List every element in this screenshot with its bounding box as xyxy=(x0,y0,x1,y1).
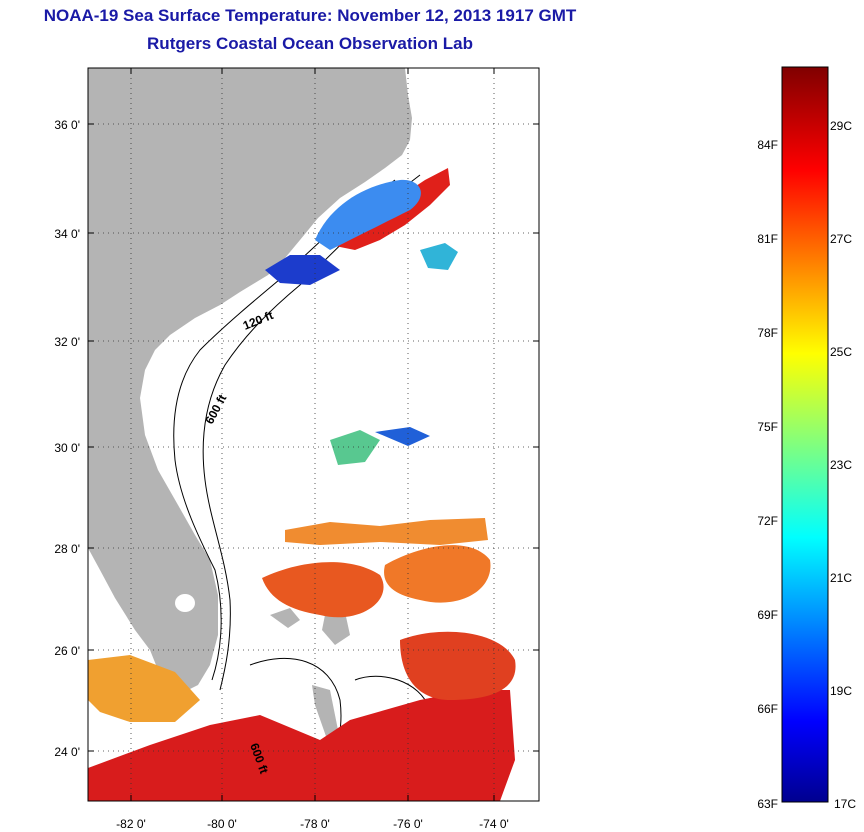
celsius-label: 17C xyxy=(834,797,856,811)
fahrenheit-label: 75F xyxy=(757,420,778,434)
celsius-label: 19C xyxy=(830,684,852,698)
fahrenheit-label: 72F xyxy=(757,514,778,528)
sst-patch xyxy=(315,179,421,250)
lat-tick-label: 32 0' xyxy=(54,335,80,349)
lon-tick-label: -80 0' xyxy=(207,817,237,831)
colorbar: 29C 27C 25C 23C 21C 19C 17C 84F 81F 78F … xyxy=(757,66,856,811)
contour-120ft xyxy=(173,179,396,681)
celsius-label: 25C xyxy=(830,345,852,359)
sst-patch xyxy=(88,655,200,722)
lon-tick-label: -78 0' xyxy=(300,817,330,831)
bahamas-island xyxy=(322,612,350,645)
lon-tick-label: -74 0' xyxy=(479,817,509,831)
celsius-label: 29C xyxy=(830,119,852,133)
lat-tick-label: 36 0' xyxy=(54,118,80,132)
lon-tick-label: -82 0' xyxy=(116,817,146,831)
lat-tick-label: 26 0' xyxy=(54,644,80,658)
celsius-label: 23C xyxy=(830,458,852,472)
sst-patch xyxy=(375,427,430,446)
sst-patch xyxy=(400,631,516,700)
celsius-label: 21C xyxy=(830,571,852,585)
lat-tick-label: 30 0' xyxy=(54,441,80,455)
fahrenheit-label: 63F xyxy=(757,797,778,811)
sst-patch xyxy=(285,518,488,545)
sst-patch xyxy=(330,430,380,465)
lon-axis: -82 0' -80 0' -78 0' -76 0' -74 0' xyxy=(116,817,509,831)
fahrenheit-label: 78F xyxy=(757,326,778,340)
lat-axis: 24 0' 26 0' 28 0' 30 0' 32 0' 34 0' 36 0… xyxy=(54,118,80,759)
map-title: NOAA-19 Sea Surface Temperature: Novembe… xyxy=(43,6,577,25)
fahrenheit-label: 69F xyxy=(757,608,778,622)
lat-tick-label: 28 0' xyxy=(54,542,80,556)
sst-patch xyxy=(420,243,458,270)
fahrenheit-label: 84F xyxy=(757,138,778,152)
sst-patch xyxy=(265,255,340,285)
map-grid xyxy=(88,68,539,801)
sst-map: 120 ft 600 ft 600 ft 24 0' 26 0' 28 0' 3… xyxy=(54,67,540,831)
contour-600ft xyxy=(202,174,421,691)
sst-patch xyxy=(384,545,491,603)
lat-tick-label: 24 0' xyxy=(54,745,80,759)
sst-patch xyxy=(262,562,384,618)
lat-tick-label: 34 0' xyxy=(54,227,80,241)
fahrenheit-label: 66F xyxy=(757,702,778,716)
celsius-labels: 29C 27C 25C 23C 21C 19C 17C xyxy=(830,119,856,811)
land-mass xyxy=(88,68,412,693)
lon-tick-label: -76 0' xyxy=(393,817,423,831)
fahrenheit-label: 81F xyxy=(757,232,778,246)
map-subtitle: Rutgers Coastal Ocean Observation Lab xyxy=(147,34,473,53)
celsius-label: 27C xyxy=(830,232,852,246)
lake-okeechobee xyxy=(175,594,195,612)
map-frame xyxy=(87,67,540,802)
bahamas-island xyxy=(270,608,300,628)
colorbar-gradient xyxy=(781,66,829,803)
fahrenheit-labels: 84F 81F 78F 75F 72F 69F 66F 63F xyxy=(757,138,778,811)
bahamas-island xyxy=(312,685,340,742)
